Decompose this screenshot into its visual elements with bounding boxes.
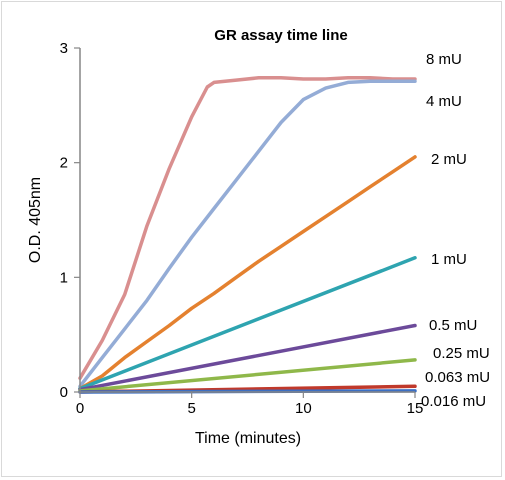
series-label-0: 8 mU: [426, 51, 462, 68]
series-line-0: [78, 76, 417, 380]
series-label-7: 0.016 mU: [421, 393, 486, 410]
x-tick-label-2: 10: [295, 400, 312, 417]
y-tick-label-2: 2: [60, 155, 68, 172]
y-tick-label-3: 3: [60, 40, 68, 57]
y-tick-label-1: 1: [60, 269, 68, 286]
x-tick-label-1: 5: [187, 400, 195, 417]
series-line-3: [78, 256, 417, 391]
series-line-5: [78, 358, 417, 393]
series-line-2: [78, 155, 417, 391]
series-labels: 8 mU 4 mU 2 mU 1 mU 0.5 mU 0.25 mU 0.063 mU 0.0…: [421, 51, 490, 410]
series-label-6: 0.063 mU: [425, 369, 490, 386]
chart-title: GR assay time line: [214, 27, 347, 44]
x-tick-label-0: 0: [76, 400, 84, 417]
x-tick-label-3: 15: [407, 400, 424, 417]
y-tick-label-0: 0: [60, 384, 68, 401]
series-line-1: [78, 79, 417, 389]
series-label-5: 0.25 mU: [433, 345, 490, 362]
x-axis-label: Time (minutes): [195, 430, 301, 447]
series-label-4: 0.5 mU: [429, 317, 477, 334]
series-label-1: 4 mU: [426, 93, 462, 110]
axes-layer: 0 1 2 3 0 5 10 15: [60, 40, 424, 417]
series-label-2: 2 mU: [431, 151, 467, 168]
series-label-3: 1 mU: [431, 251, 467, 268]
series-layer: [78, 76, 417, 394]
series-line-4: [78, 323, 417, 392]
y-axis-label: O.D. 405nm: [27, 177, 44, 263]
